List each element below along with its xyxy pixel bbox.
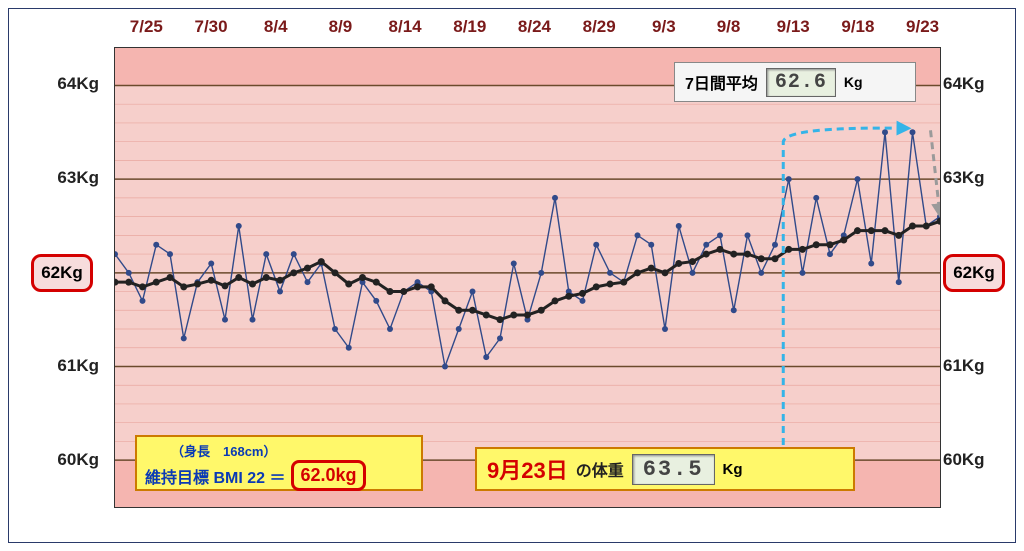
bmi-target-value: 62.0kg — [291, 460, 365, 491]
y-highlight-left: 62Kg — [31, 254, 93, 292]
today-weight-box: 9月23日 の体重 63.5 Kg — [475, 447, 855, 491]
y-axis-label: 64Kg — [41, 74, 99, 94]
x-axis-date: 9/13 — [761, 17, 826, 39]
x-axis-date: 9/3 — [632, 17, 697, 39]
avg-value: 62.6 — [766, 68, 836, 97]
y-highlight-left-label: 62Kg — [41, 263, 83, 283]
x-axis-date: 8/9 — [308, 17, 373, 39]
x-axis-date: 8/24 — [502, 17, 567, 39]
y-axis-label: 64Kg — [943, 74, 1001, 94]
today-date: 9月23日 — [487, 453, 568, 485]
avg-unit: Kg — [844, 74, 863, 90]
avg-label: 7日間平均 — [685, 70, 758, 94]
today-weight-value: 63.5 — [632, 454, 715, 485]
x-axis-date: 7/30 — [179, 17, 244, 39]
y-highlight-right: 62Kg — [943, 254, 1005, 292]
x-axis-date: 8/4 — [243, 17, 308, 39]
seven-day-average-box: 7日間平均 62.6 Kg — [674, 62, 916, 102]
y-highlight-right-label: 62Kg — [953, 263, 995, 283]
plot-area: 7日間平均 62.6 Kg （身長 168cm） 維持目標 BMI 22 ＝ 6… — [114, 47, 941, 508]
y-axis-label: 60Kg — [943, 450, 1001, 470]
x-axis-date: 9/8 — [696, 17, 761, 39]
y-axis-label: 60Kg — [41, 450, 99, 470]
x-axis-date: 8/14 — [373, 17, 438, 39]
x-axis-date: 9/18 — [826, 17, 891, 39]
x-axis-date: 7/25 — [114, 17, 179, 39]
bmi-target-label: 維持目標 BMI 22 ＝ — [145, 464, 285, 488]
x-axis-dates: 7/257/308/48/98/148/198/248/299/39/89/13… — [114, 17, 955, 39]
y-axis-label: 61Kg — [943, 356, 1001, 376]
y-axis-label: 61Kg — [41, 356, 99, 376]
today-suffix: の体重 — [576, 457, 624, 481]
chart-frame: 7/257/308/48/98/148/198/248/299/39/89/13… — [8, 8, 1016, 543]
y-axis-label: 63Kg — [943, 168, 1001, 188]
bmi-target-box: （身長 168cm） 維持目標 BMI 22 ＝ 62.0kg — [135, 435, 423, 491]
bmi-height-label: （身長 168cm） — [171, 441, 413, 460]
x-axis-date: 8/29 — [567, 17, 632, 39]
x-axis-date: 9/23 — [890, 17, 955, 39]
today-unit: Kg — [723, 461, 743, 478]
x-axis-date: 8/19 — [437, 17, 502, 39]
y-axis-label: 63Kg — [41, 168, 99, 188]
